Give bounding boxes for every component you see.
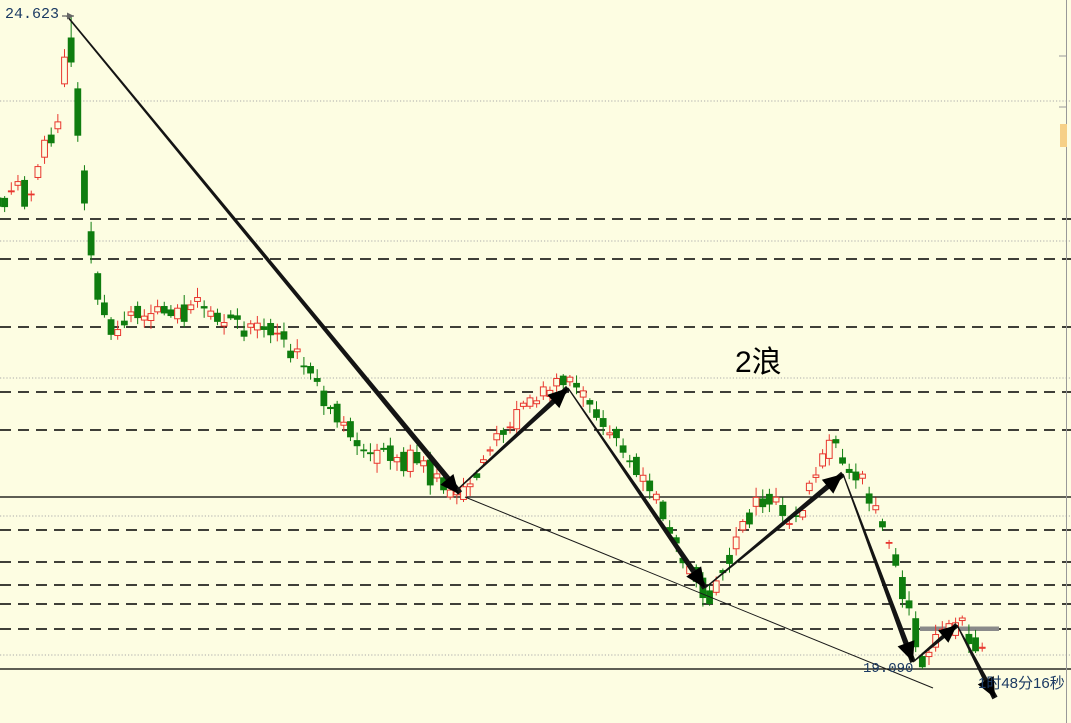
svg-text:2浪: 2浪 bbox=[735, 346, 782, 379]
